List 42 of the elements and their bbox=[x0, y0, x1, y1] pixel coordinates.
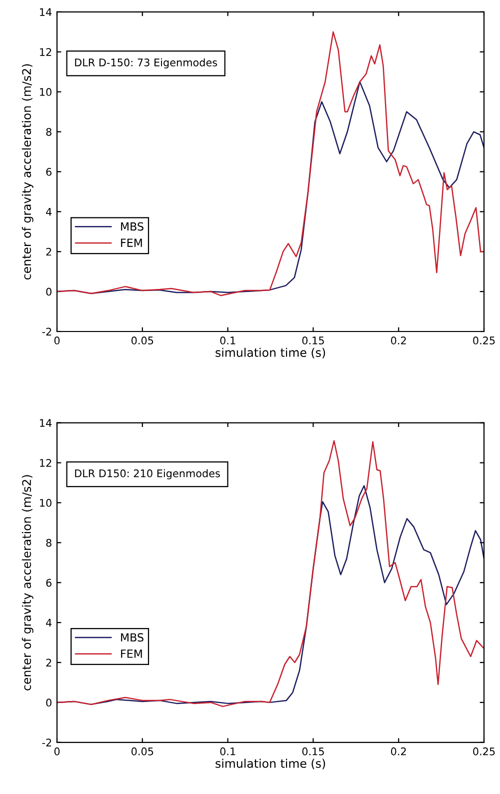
y-tick-label: 4 bbox=[46, 208, 52, 216]
line-series bbox=[57, 31, 484, 296]
x-tick-label: 0.1 bbox=[220, 336, 236, 344]
y-tick-label: -2 bbox=[42, 328, 52, 336]
legend-label: MBS bbox=[121, 633, 144, 642]
y-axis-title: center of gravity acceleration (m/s2) bbox=[22, 64, 34, 280]
y-tick-label: 8 bbox=[46, 128, 52, 136]
y-tick-label: 12 bbox=[40, 48, 52, 56]
y-tick-label: 6 bbox=[46, 168, 52, 176]
x-tick-label: 0.2 bbox=[391, 336, 406, 344]
x-tick-label: 0.15 bbox=[302, 747, 324, 756]
x-tick-label: 0.15 bbox=[302, 336, 324, 344]
legend-label: FEM bbox=[121, 238, 142, 247]
annotation: DLR D-150: 73 Eigenmodes bbox=[75, 58, 218, 68]
x-tick-label: 0.2 bbox=[391, 747, 406, 756]
y-tick-label: 14 bbox=[40, 8, 52, 16]
x-tick-label: 0.05 bbox=[131, 336, 154, 344]
y-tick-label: 8 bbox=[46, 538, 52, 547]
y-tick-label: 2 bbox=[46, 248, 52, 256]
x-tick-label: 0.25 bbox=[473, 747, 495, 756]
line-series bbox=[57, 440, 484, 708]
x-axis-title: simulation time (s) bbox=[216, 348, 326, 358]
legend-label: FEM bbox=[121, 650, 142, 658]
y-tick-label: 12 bbox=[40, 458, 52, 467]
x-tick-label: 0.05 bbox=[131, 747, 154, 756]
x-tick-label: 0 bbox=[54, 336, 60, 344]
y-tick-label: 6 bbox=[46, 578, 52, 587]
x-tick-label: 0.25 bbox=[473, 336, 495, 344]
y-tick-label: 0 bbox=[46, 698, 52, 707]
y-tick-label: 10 bbox=[40, 498, 52, 507]
y-tick-label: 2 bbox=[46, 658, 52, 666]
x-tick-label: 0 bbox=[54, 747, 60, 756]
annotation: DLR D150: 210 Eigenmodes bbox=[75, 469, 220, 480]
y-tick-label: 0 bbox=[46, 288, 52, 296]
y-tick-label: 10 bbox=[40, 88, 52, 96]
legend-label: MBS bbox=[121, 222, 144, 231]
x-tick-label: 0.1 bbox=[220, 747, 236, 756]
x-axis-title: simulation time (s) bbox=[216, 758, 326, 770]
y-axis-title: center of gravity acceleration (m/s2) bbox=[22, 475, 34, 690]
y-tick-label: -2 bbox=[42, 738, 52, 746]
y-tick-label: 14 bbox=[40, 419, 52, 427]
y-tick-label: 4 bbox=[46, 618, 52, 627]
